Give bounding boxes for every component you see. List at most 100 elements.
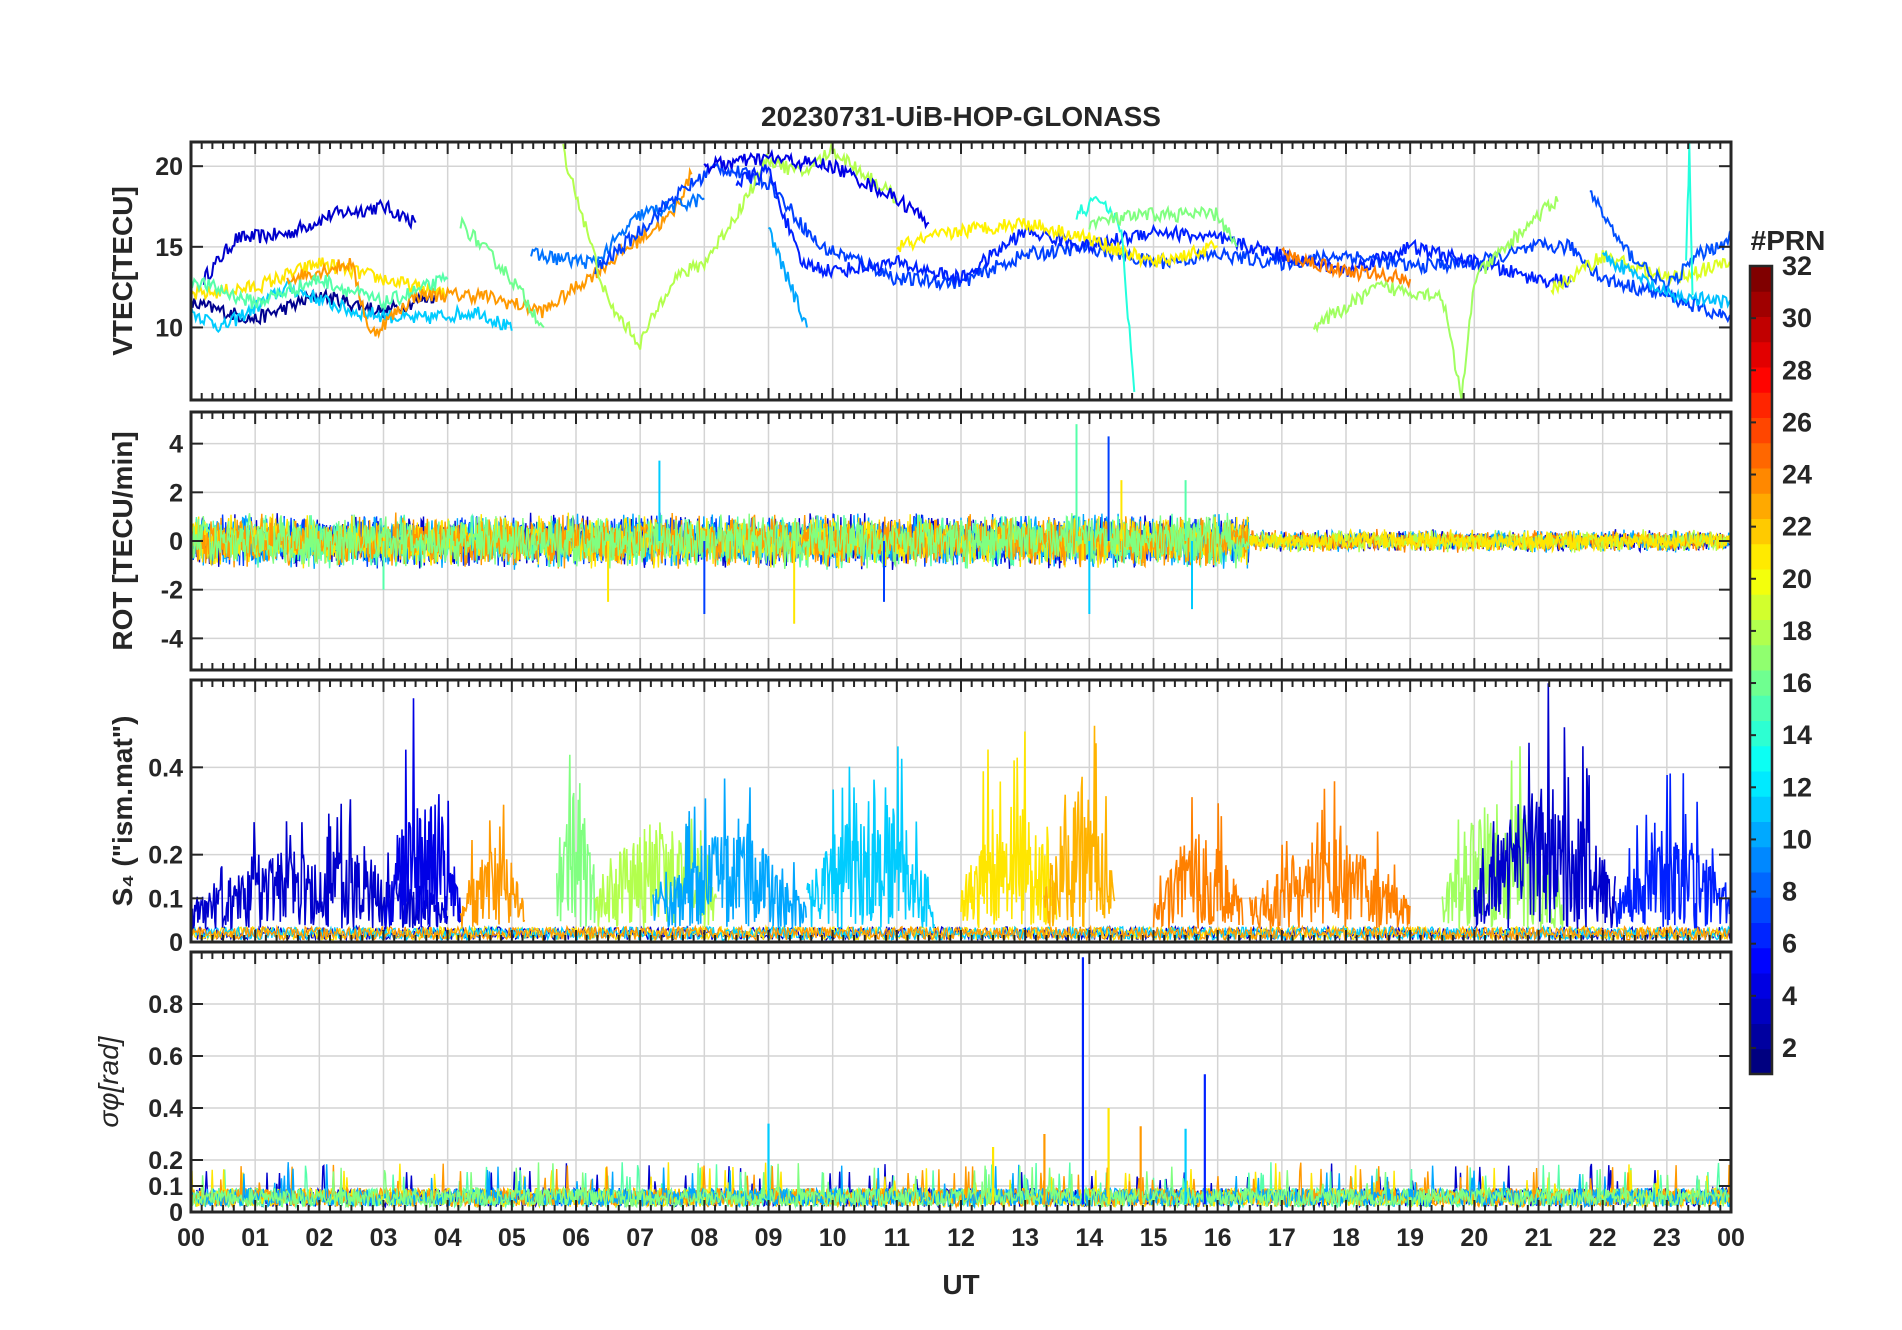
x-tick-label: 17: [1268, 1224, 1296, 1252]
colorbar-segment: [1750, 543, 1772, 570]
series-line-prn-3: [703, 148, 930, 230]
x-tick-label: 12: [947, 1224, 975, 1252]
x-tick-label: 02: [305, 1224, 333, 1252]
series-line-prn-10: [768, 226, 808, 328]
colorbar-tick-label: 32: [1782, 251, 1812, 281]
colorbar-tick-label: 20: [1782, 564, 1812, 594]
x-tick-label: 16: [1204, 1224, 1232, 1252]
series-line-prn-6: [594, 161, 1731, 324]
series-line-prn-19: [1550, 250, 1731, 296]
y-tick-label: 15: [155, 234, 183, 262]
colorbar-tick-label: 16: [1782, 668, 1812, 698]
y-tick-label: 0.1: [148, 1173, 183, 1201]
y-axis-label-s4: S₄ ("ism.mat"): [107, 716, 138, 907]
colorbar-segment: [1750, 392, 1772, 418]
plot-area-vtec: [191, 142, 1731, 400]
colorbar-frame: [1748, 264, 1774, 1076]
colorbar-tick-label: 6: [1782, 929, 1797, 959]
y-tick-label: 0: [169, 929, 183, 957]
colorbar-segment: [1750, 316, 1772, 343]
y-tick-label: 0: [169, 1199, 183, 1227]
y-tick-label: 0.4: [148, 1095, 183, 1123]
colorbar-segment: [1750, 468, 1772, 494]
s4-burst-13: [1614, 773, 1731, 929]
y-tick-label: 0.1: [148, 885, 183, 913]
colorbar-segment: [1750, 644, 1772, 671]
s4-burst-10: [1249, 781, 1411, 929]
x-tick-label: 20: [1460, 1224, 1488, 1252]
y-tick-label: 10: [155, 314, 183, 342]
x-tick-label: 15: [1140, 1224, 1168, 1252]
y-tick-label: -4: [161, 625, 183, 653]
colorbar-segment: [1750, 922, 1772, 949]
colorbar-tick-label: 18: [1782, 616, 1812, 646]
x-tick-label: 03: [370, 1224, 398, 1252]
s4-burst-6: [806, 746, 936, 929]
series-line-prn-17: [1312, 196, 1559, 400]
x-tick-label: 10: [819, 1224, 847, 1252]
series-line-prn-16: [1088, 204, 1238, 248]
colorbar-segment: [1750, 720, 1772, 747]
colorbar-segment: [1750, 670, 1772, 696]
s4-burst-5: [652, 778, 807, 929]
s4-burst-8: [1043, 725, 1116, 928]
y-tick-label: 0.2: [148, 842, 183, 870]
x-tick-label: 07: [626, 1224, 654, 1252]
rot-noise-band-0-6: [191, 513, 1250, 569]
s4-burst-1: [382, 698, 462, 929]
colorbar-tick-label: 24: [1782, 460, 1812, 490]
colorbar-segment: [1750, 493, 1772, 519]
colorbar-tick-label: 22: [1782, 512, 1812, 542]
colorbar-tick-label: 2: [1782, 1033, 1797, 1063]
y-tick-label: 20: [155, 153, 183, 181]
x-tick-label: 05: [498, 1224, 526, 1252]
x-tick-label: 13: [1011, 1224, 1039, 1252]
x-tick-label: 11: [884, 1224, 911, 1252]
colorbar-segment: [1750, 745, 1772, 772]
series-line-prn-15: [459, 215, 545, 329]
sigma-baseline-5: [191, 1162, 1731, 1210]
series-line-prn-8: [530, 192, 705, 270]
colorbar-tick-label: 8: [1782, 877, 1797, 907]
colorbar-segment: [1750, 569, 1772, 595]
y-tick-label: 0.6: [148, 1043, 183, 1071]
colorbar-segment: [1750, 947, 1772, 974]
y-tick-label: 0.4: [148, 754, 183, 782]
x-tick-label: 23: [1653, 1224, 1681, 1252]
colorbar-segment: [1750, 594, 1772, 620]
colorbar-segment: [1750, 442, 1772, 469]
y-tick-label: 0: [169, 528, 183, 556]
x-tick-label: 00: [177, 1224, 205, 1252]
colorbar-tick-label: 28: [1782, 355, 1812, 385]
colorbar-segment: [1750, 821, 1772, 848]
colorbar-segment: [1750, 796, 1772, 822]
y-axis-label-sigma_phi: σφ[rad]: [93, 1035, 124, 1127]
panel-sigma_phi: 00.10.2 0.4 0.6 0.8 σφ[rad]: [93, 950, 1733, 1227]
colorbar-segment: [1750, 846, 1772, 873]
colorbar-segment: [1750, 417, 1772, 444]
y-tick-label: -2: [161, 577, 183, 605]
x-tick-label: 14: [1075, 1224, 1103, 1252]
x-tick-label: 00: [1717, 1224, 1745, 1252]
colorbar-segment: [1750, 291, 1772, 317]
series-line-prn-18: [562, 142, 898, 350]
y-tick-label: 0.2: [148, 1147, 183, 1175]
plot-area-rot: [191, 424, 1731, 624]
colorbar-segment: [1750, 695, 1772, 721]
series-line-prn-21: [896, 217, 1218, 269]
colorbar-segment: [1750, 897, 1772, 923]
colorbar-segment: [1750, 771, 1772, 797]
colorbar-segment: [1750, 341, 1772, 368]
panel-rot: -4 -2 0 2 4 ROT [TECU/min]: [107, 410, 1733, 672]
colorbar-tick-label: 12: [1782, 772, 1812, 802]
y-axis-label-vtec: VTEC[TECU]: [107, 186, 138, 356]
s4-burst-9: [1152, 797, 1244, 929]
x-tick-label: 01: [241, 1224, 269, 1252]
colorbar-segment: [1750, 266, 1772, 292]
x-tick-label: 09: [755, 1224, 783, 1252]
y-axis-label-rot: ROT [TECU/min]: [107, 431, 138, 650]
s4-burst-7: [960, 731, 1058, 929]
